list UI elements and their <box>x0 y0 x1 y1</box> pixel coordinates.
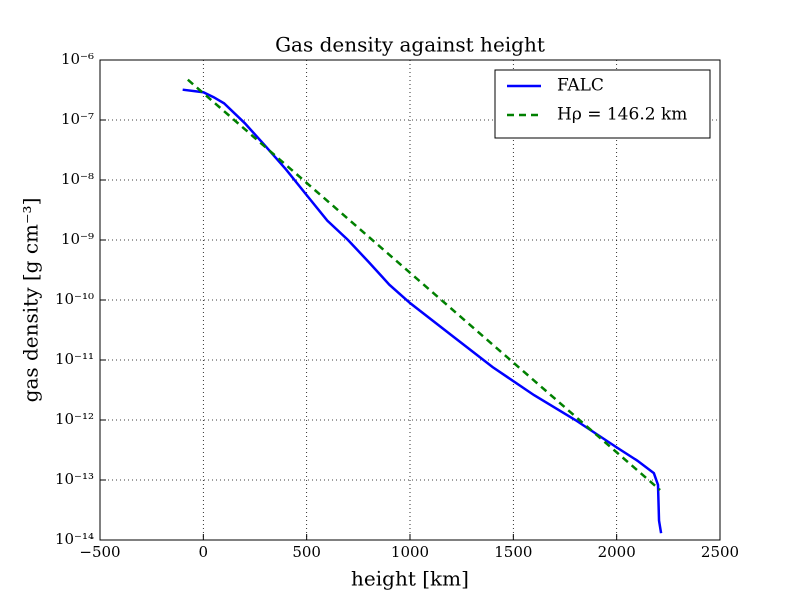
y-tick-label: 10⁻⁸ <box>61 170 94 188</box>
data-line <box>182 88 663 534</box>
y-tick-label: 10⁻¹¹ <box>55 350 94 368</box>
x-tick-label: 1500 <box>494 543 532 561</box>
y-tick-label: 10⁻¹³ <box>55 470 94 488</box>
data-line <box>187 78 661 491</box>
x-tick-label: 1000 <box>391 543 429 561</box>
x-tick-label: 2000 <box>598 543 636 561</box>
y-tick-label: 10⁻¹⁰ <box>55 290 94 308</box>
x-tick-label: −500 <box>79 543 120 561</box>
x-tick-label: 2500 <box>701 543 739 561</box>
y-axis-label: gas density [g cm⁻³] <box>19 198 43 403</box>
y-tick-label: 10⁻¹² <box>55 410 94 428</box>
plot-frame <box>99 59 721 541</box>
y-tick-label: 10⁻⁶ <box>61 50 94 68</box>
chart-title: Gas density against height <box>275 33 545 57</box>
y-tick-label: 10⁻¹⁴ <box>55 530 94 548</box>
x-axis-label: height [km] <box>351 567 469 591</box>
legend-box <box>494 69 711 139</box>
x-tick-label: 0 <box>199 543 209 561</box>
legend-label: Hρ = 146.2 km <box>557 105 687 125</box>
y-tick-label: 10⁻⁹ <box>61 230 94 248</box>
x-tick-label: 500 <box>292 543 321 561</box>
legend-label: FALC <box>557 76 604 96</box>
y-tick-label: 10⁻⁷ <box>61 110 94 128</box>
